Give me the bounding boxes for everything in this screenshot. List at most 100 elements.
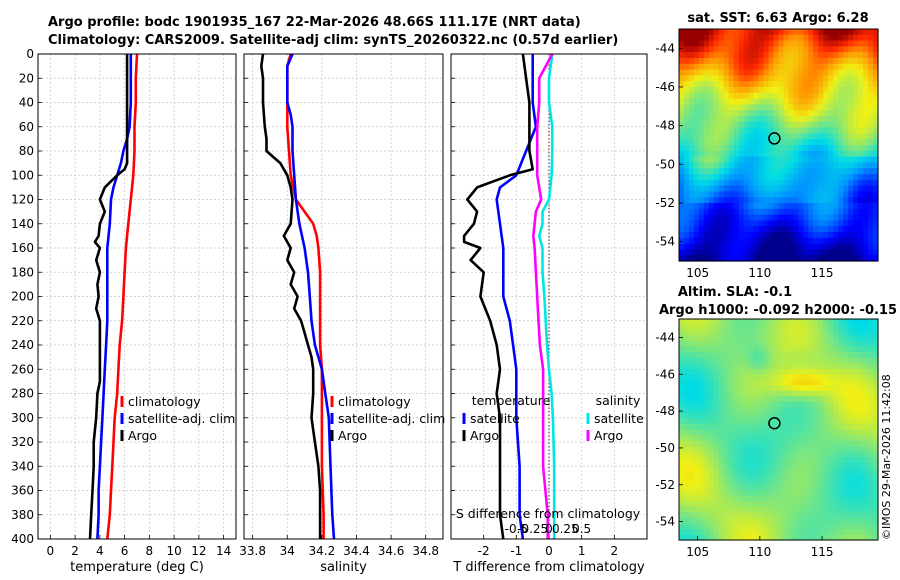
- heatmap-cell: [808, 191, 814, 198]
- heatmap-cell: [828, 418, 834, 425]
- heatmap-cell: [828, 208, 834, 216]
- heatmap-cell: [848, 357, 854, 364]
- heatmap-cell: [693, 352, 700, 359]
- heatmap-cell: [738, 29, 745, 36]
- heatmap-cell: [788, 363, 795, 370]
- heatmap-cell: [863, 385, 869, 392]
- heatmap-cell: [848, 319, 854, 326]
- heatmap-cell: [833, 401, 839, 409]
- heatmap-cell: [723, 385, 730, 392]
- heatmap-cell: [873, 116, 879, 123]
- heatmap-cell: [763, 457, 770, 464]
- heatmap-cell: [778, 133, 785, 140]
- y-tick-label: 80: [19, 144, 34, 158]
- heatmap-cell: [683, 243, 690, 250]
- heatmap-cell: [708, 208, 715, 216]
- heatmap-cell: [783, 191, 790, 198]
- heatmap-cell: [733, 226, 740, 233]
- heatmap-cell: [818, 174, 824, 181]
- heatmap-cell: [723, 412, 730, 420]
- heatmap-cell: [778, 203, 785, 210]
- heatmap-cell: [748, 396, 755, 403]
- heatmap-cell: [873, 127, 879, 134]
- y-tick-label: 240: [11, 338, 34, 352]
- heatmap-cell: [773, 127, 780, 134]
- heatmap-cell: [818, 104, 824, 111]
- heatmap-cell: [718, 528, 725, 536]
- heatmap-cell: [738, 534, 745, 541]
- heatmap-cell: [718, 58, 725, 65]
- heatmap-cell: [788, 330, 795, 337]
- heatmap-cell: [798, 423, 804, 431]
- heatmap-cell: [679, 468, 685, 475]
- heatmap-cell: [873, 69, 879, 76]
- heatmap-cell: [813, 352, 819, 359]
- heatmap-cell: [688, 335, 695, 342]
- heatmap-cell: [788, 145, 795, 152]
- heatmap-cell: [803, 517, 809, 525]
- heatmap-cell: [748, 412, 755, 420]
- heatmap-cell: [843, 379, 849, 386]
- heatmap-cell: [703, 208, 710, 216]
- heatmap-cell: [708, 255, 715, 262]
- heatmap-cell: [853, 346, 859, 353]
- heatmap-cell: [708, 423, 715, 431]
- heatmap-cell: [718, 220, 725, 227]
- heatmap-cell: [688, 440, 695, 447]
- heatmap-cell: [848, 110, 854, 117]
- heatmap-cell: [843, 81, 849, 88]
- heatmap-cell: [788, 457, 795, 464]
- heatmap-cell: [873, 374, 879, 381]
- heatmap-cell: [873, 174, 879, 181]
- heatmap-cell: [718, 98, 725, 105]
- heatmap-cell: [728, 528, 735, 536]
- heatmap-cell: [738, 374, 745, 381]
- heatmap-cell: [848, 58, 854, 65]
- heatmap-cell: [748, 46, 755, 53]
- heatmap-cell: [873, 29, 879, 36]
- heatmap-cell: [783, 168, 790, 175]
- heatmap-cell: [803, 116, 809, 123]
- heatmap-cell: [823, 512, 829, 519]
- heatmap-cell: [858, 457, 864, 464]
- heatmap-cell: [823, 517, 829, 525]
- heatmap-cell: [728, 52, 735, 59]
- heatmap-cell: [713, 457, 720, 464]
- heatmap-cell: [738, 462, 745, 469]
- heatmap-cell: [718, 87, 725, 94]
- heatmap-cell: [683, 385, 690, 392]
- heatmap-cell: [783, 385, 790, 392]
- heatmap-cell: [733, 104, 740, 111]
- heatmap-cell: [758, 462, 765, 469]
- heatmap-cell: [818, 87, 824, 94]
- heatmap-cell: [733, 127, 740, 134]
- heatmap-cell: [753, 110, 760, 117]
- heatmap-cell: [808, 87, 814, 94]
- heatmap-cell: [873, 81, 879, 88]
- heatmap-cell: [683, 150, 690, 158]
- heatmap-cell: [703, 379, 710, 386]
- heatmap-cell: [693, 390, 700, 397]
- heatmap-cell: [783, 418, 790, 425]
- heatmap-cell: [788, 435, 795, 442]
- heatmap-cell: [698, 58, 705, 65]
- heatmap-cell: [723, 87, 730, 94]
- heatmap-cell: [693, 232, 700, 239]
- heatmap-cell: [783, 127, 790, 134]
- heatmap-cell: [848, 34, 854, 42]
- heatmap-cell: [768, 92, 775, 100]
- heatmap-cell: [733, 197, 740, 204]
- heatmap-cell: [858, 255, 864, 262]
- heatmap-cell: [873, 468, 879, 475]
- heatmap-cell: [808, 512, 814, 519]
- heatmap-cell: [803, 512, 809, 519]
- heatmap-cell: [873, 255, 879, 262]
- heatmap-cell: [718, 156, 725, 163]
- heatmap-cell: [703, 368, 710, 375]
- heatmap-cell: [728, 237, 735, 245]
- heatmap-cell: [738, 249, 745, 256]
- heatmap-cell: [683, 40, 690, 47]
- heatmap-cell: [868, 457, 874, 464]
- heatmap-cell: [833, 418, 839, 425]
- heatmap-cell: [813, 156, 819, 163]
